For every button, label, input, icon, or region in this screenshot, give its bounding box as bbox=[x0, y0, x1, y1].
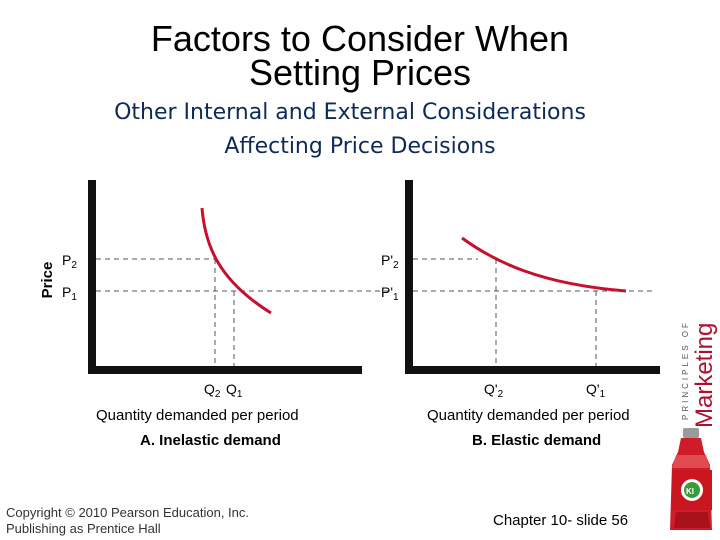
copyright-line1: Copyright © 2010 Pearson Education, Inc. bbox=[6, 505, 250, 520]
drink-bottle-image: KI bbox=[670, 428, 712, 530]
label-p1-a: P1 bbox=[62, 284, 77, 303]
slide-title-line1: Factors to Consider When bbox=[150, 18, 570, 59]
svg-text:KI: KI bbox=[686, 487, 694, 496]
slide-title: Factors to Consider When Setting Prices bbox=[0, 18, 720, 93]
x-axis-label-b: Quantity demanded per period bbox=[427, 407, 630, 424]
slide-subtitle-line2: Affecting Price Decisions bbox=[224, 134, 496, 159]
label-q1-b: Q'1 bbox=[586, 381, 606, 400]
brand-principles-of: PRINCIPLES OF bbox=[681, 320, 690, 420]
label-q2-a: Q2 bbox=[204, 381, 221, 400]
label-p1-b: P'1 bbox=[381, 284, 399, 303]
slide-subtitle-line1: Other Internal and External Consideratio… bbox=[114, 100, 586, 125]
caption-b: B. Elastic demand bbox=[472, 432, 601, 449]
label-p2-a: P2 bbox=[62, 252, 77, 271]
caption-a: A. Inelastic demand bbox=[140, 432, 281, 449]
slide-number: Chapter 10- slide 56 bbox=[493, 512, 629, 529]
label-q2-b: Q'2 bbox=[484, 381, 504, 400]
demand-curve-inelastic bbox=[200, 207, 272, 315]
x-axis-label-a: Quantity demanded per period bbox=[96, 407, 299, 424]
demand-curve-elastic bbox=[461, 236, 627, 293]
panel-inelastic: Price P2 P1 Q2 Q1 Quantity demanded per … bbox=[39, 180, 393, 449]
copyright-line2: Publishing as Prentice Hall bbox=[6, 521, 161, 536]
book-brand: PRINCIPLES OF Marketing KI bbox=[670, 320, 718, 530]
label-q1-a: Q1 bbox=[226, 381, 243, 400]
copyright-notice: Copyright © 2010 Pearson Education, Inc.… bbox=[6, 505, 249, 537]
slide-subtitle: Other Internal and External Consideratio… bbox=[60, 96, 660, 164]
slide-title-line2: Setting Prices bbox=[248, 52, 472, 93]
y-axis-label-price: Price bbox=[39, 262, 56, 299]
brand-marketing: Marketing bbox=[691, 323, 718, 428]
label-p2-b: P'2 bbox=[381, 252, 399, 271]
panel-elastic: P'2 P'1 Q'2 Q'1 Quantity demanded per pe… bbox=[381, 180, 660, 449]
